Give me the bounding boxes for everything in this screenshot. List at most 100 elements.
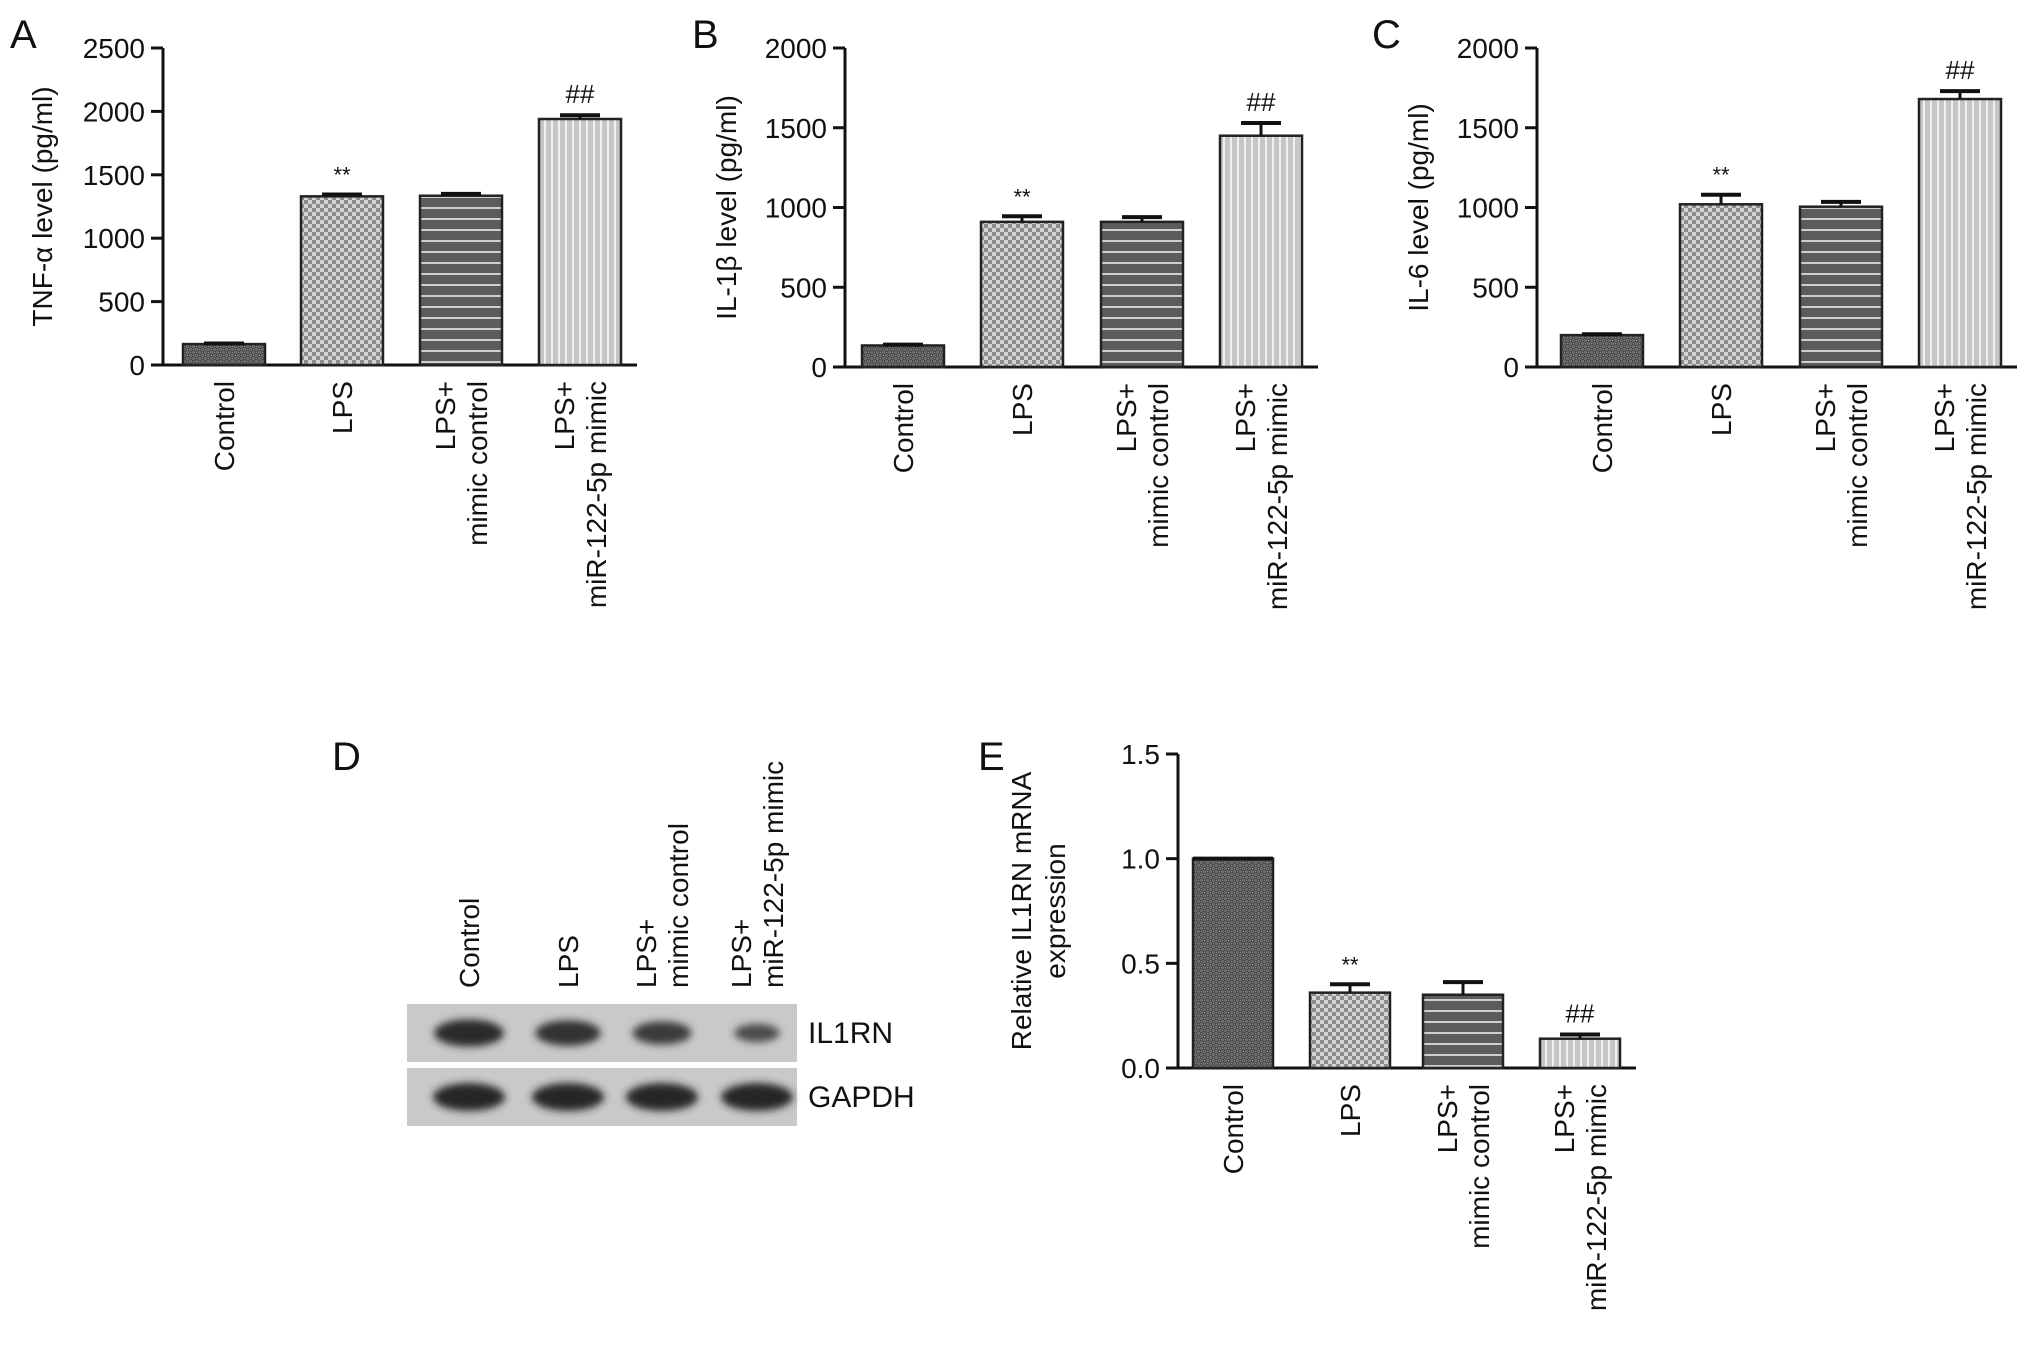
panel-label-d: D	[332, 735, 361, 779]
lane-label: LPS	[553, 935, 584, 988]
bar	[537, 117, 623, 367]
bar	[1099, 220, 1185, 369]
y-tick-label: 500	[98, 287, 145, 318]
bar-chart-c: 0 500 1000 1500 2000 IL-6 level (pg/ml) Contro…	[1403, 33, 2017, 610]
x-tick-label: mimic control	[1464, 1084, 1495, 1249]
y-tick-label: 500	[1472, 272, 1519, 303]
panel-label-a: A	[10, 13, 37, 57]
y-axis-label: Relative IL1RN mRNA	[1006, 771, 1037, 1050]
x-tick-label: Control	[1218, 1084, 1249, 1174]
lane-label: miR-122-5p mimic	[758, 761, 789, 988]
bar	[1218, 134, 1304, 369]
significance-marker: **	[1013, 184, 1031, 209]
y-tick-label: 0	[129, 350, 145, 381]
y-axis-label: IL-6 level (pg/ml)	[1403, 103, 1434, 312]
bar	[860, 344, 946, 369]
x-tick-label: miR-122-5p mimic	[1581, 1084, 1612, 1311]
lane-label: LPS+	[726, 919, 757, 988]
y-tick-label: 1500	[83, 160, 145, 191]
significance-marker: **	[1341, 952, 1359, 977]
x-tick-label: LPS+	[549, 381, 580, 450]
y-tick-label: 2000	[765, 33, 827, 64]
blot-band	[532, 1083, 604, 1111]
x-tick-label: LPS+	[1432, 1084, 1463, 1153]
y-tick-label: 1000	[83, 223, 145, 254]
y-axis-label: expression	[1040, 843, 1071, 978]
y-tick-label: 1000	[1457, 193, 1519, 224]
x-tick-label: LPS	[1335, 1084, 1366, 1137]
significance-marker: ##	[566, 79, 595, 109]
bar	[1917, 97, 2003, 369]
x-tick-label: LPS+	[1111, 383, 1142, 452]
bar	[1191, 857, 1275, 1070]
bar-chart-a: 0 500 1000 1500 2000 2500 TNF-α level (pg/ml) C…	[27, 33, 637, 608]
x-tick-label: LPS+	[430, 381, 461, 450]
bar	[1538, 1037, 1622, 1070]
panel-c: C 0 500 1000 1500 2000 IL-6 level (pg/ml) Cont…	[1372, 13, 2017, 610]
bar-chart-b: 0 500 1000 1500 2000 IL-1β level (pg/ml) Contr…	[711, 33, 1318, 610]
y-tick-label: 1.0	[1121, 844, 1160, 875]
blot-band	[434, 1019, 504, 1047]
y-tick-label: 0.5	[1121, 948, 1160, 979]
x-tick-label: LPS+	[1929, 383, 1960, 452]
bar	[1421, 993, 1505, 1070]
blot-row-label: IL1RN	[808, 1017, 893, 1050]
panel-label-b: B	[692, 13, 719, 57]
panel-d: D Control LPS LPS+ mimic control LPS+ miR-122…	[332, 735, 915, 1126]
significance-marker: ##	[1247, 87, 1276, 117]
y-tick-label: 500	[780, 272, 827, 303]
bar	[1559, 333, 1645, 369]
y-tick-label: 1000	[765, 193, 827, 224]
y-tick-label: 1.5	[1121, 739, 1160, 770]
blot-row-label: GAPDH	[808, 1081, 915, 1114]
lane-label: mimic control	[663, 823, 694, 988]
x-tick-label: mimic control	[1143, 383, 1174, 548]
y-tick-label: 0	[811, 352, 827, 383]
panel-b: B 0 500 1000 1500 2000 IL-1β level (pg/ml) Con…	[692, 13, 1318, 610]
y-tick-label: 1500	[1457, 113, 1519, 144]
panel-label-c: C	[1372, 13, 1401, 57]
x-tick-label: mimic control	[1842, 383, 1873, 548]
x-tick-label: LPS+	[1549, 1084, 1580, 1153]
panel-e: E 0.0 0.5 1.0 1.5 Relative IL1RN mRNA express…	[978, 735, 1636, 1311]
blot-band	[721, 1083, 793, 1111]
x-tick-label: LPS+	[1810, 383, 1841, 452]
x-tick-label: miR-122-5p mimic	[581, 381, 612, 608]
bar	[299, 195, 385, 367]
x-tick-label: Control	[1587, 383, 1618, 473]
significance-marker: ##	[1566, 999, 1595, 1029]
y-axis-label: TNF-α level (pg/ml)	[27, 86, 58, 326]
x-tick-label: Control	[209, 381, 240, 471]
x-tick-label: LPS	[1706, 383, 1737, 436]
significance-marker: **	[333, 162, 351, 187]
y-axis-label: IL-1β level (pg/ml)	[711, 95, 742, 320]
x-tick-label: Control	[888, 383, 919, 473]
x-tick-label: LPS	[1007, 383, 1038, 436]
y-tick-label: 0.0	[1121, 1053, 1160, 1084]
panel-label-e: E	[978, 735, 1005, 779]
panel-a: A 0 500 1000 1500 2000 2500 TNF-α level (pg/ml…	[10, 13, 637, 608]
blot-band	[433, 1083, 505, 1111]
x-tick-label: LPS	[327, 381, 358, 434]
y-tick-label: 2500	[83, 33, 145, 64]
x-tick-label: LPS+	[1230, 383, 1261, 452]
x-tick-label: miR-122-5p mimic	[1961, 383, 1992, 610]
y-tick-label: 0	[1503, 352, 1519, 383]
bar	[979, 220, 1065, 369]
bar	[418, 194, 504, 367]
y-tick-label: 2000	[1457, 33, 1519, 64]
blot-band	[626, 1083, 698, 1111]
significance-marker: ##	[1946, 55, 1975, 85]
y-tick-label: 1500	[765, 113, 827, 144]
bar	[1308, 991, 1392, 1070]
lane-label: LPS+	[631, 919, 662, 988]
blot-band	[632, 1021, 692, 1045]
bar-chart-e: 0.0 0.5 1.0 1.5 Relative IL1RN mRNA expressio…	[1006, 739, 1636, 1311]
x-tick-label: mimic control	[462, 381, 493, 546]
western-blot: Control LPS LPS+ mimic control LPS+ miR-122-5…	[407, 761, 915, 1126]
lane-label: Control	[454, 898, 485, 988]
bar	[1678, 203, 1764, 369]
blot-band	[535, 1020, 601, 1046]
blot-band	[734, 1023, 780, 1043]
